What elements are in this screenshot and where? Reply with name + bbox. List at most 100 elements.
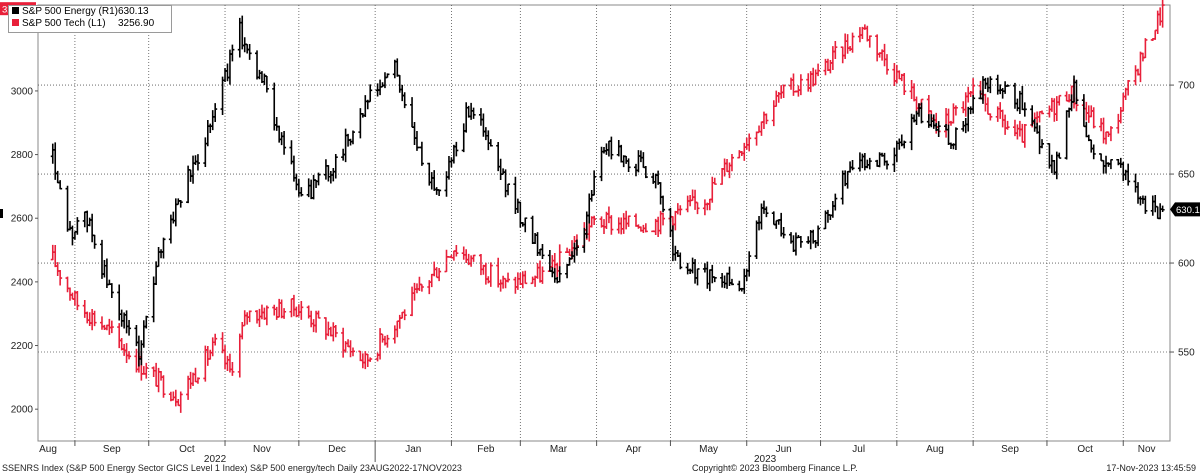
- ohlc-bar-tech: [264, 305, 269, 326]
- ohlc-bar-energy: [195, 154, 200, 171]
- x-tick-label: Nov: [253, 444, 271, 455]
- y-right-tick-label: 650: [1178, 170, 1195, 181]
- ohlc-bar-energy: [299, 187, 304, 197]
- x-tick-label: Oct: [1077, 444, 1093, 455]
- ohlc-bar-energy: [902, 140, 907, 149]
- ohlc-bar-energy: [316, 172, 321, 186]
- ohlc-bar-tech: [1057, 94, 1062, 106]
- ohlc-bar-tech: [178, 391, 183, 413]
- ohlc-bar-energy: [643, 165, 648, 179]
- x-tick-label: Aug: [926, 444, 944, 455]
- ohlc-bar-energy: [1040, 139, 1045, 149]
- ohlc-bar-tech: [643, 223, 648, 233]
- ohlc-bar-energy: [695, 268, 700, 286]
- ohlc-bar-energy: [109, 283, 114, 299]
- ohlc-bar-tech: [1005, 120, 1010, 130]
- ohlc-bar-tech: [1040, 110, 1045, 115]
- ohlc-bar-tech: [781, 84, 786, 99]
- footer-copyright: Copyright© 2023 Bloomberg Finance L.P.: [692, 463, 858, 473]
- ohlc-bar-tech: [695, 201, 700, 215]
- ohlc-bar-tech: [506, 272, 511, 283]
- ohlc-bar-energy: [144, 315, 149, 329]
- series-bars-energy: [50, 15, 1165, 367]
- ohlc-bar-energy: [368, 84, 373, 103]
- last-value-tag-right-text: 630.13: [1176, 205, 1200, 216]
- ohlc-bar-energy: [1126, 163, 1131, 186]
- ohlc-bar-energy: [75, 217, 80, 235]
- ohlc-bar-energy: [867, 157, 872, 170]
- ohlc-bar-energy: [988, 76, 993, 94]
- y-right-tick-label: 600: [1178, 259, 1195, 270]
- ohlc-bar-tech: [678, 205, 683, 216]
- ohlc-bar-tech: [58, 270, 63, 286]
- ohlc-bar-tech: [92, 310, 97, 327]
- x-tick-label: Jan: [405, 444, 421, 455]
- ohlc-bar-tech: [316, 310, 321, 319]
- x-tick-label: Dec: [328, 444, 346, 455]
- y-right-tick-label: 550: [1178, 348, 1195, 359]
- x-tick-label: Sep: [103, 444, 121, 455]
- ohlc-bar-energy: [247, 43, 252, 60]
- ohlc-bar-tech: [1126, 79, 1131, 96]
- ohlc-bar-tech: [402, 309, 407, 321]
- ohlc-bar-energy: [1091, 144, 1096, 160]
- y-left-tick-label: 2000: [11, 405, 34, 416]
- ohlc-bar-tech: [867, 35, 872, 48]
- x-tick-label: Jul: [852, 444, 865, 455]
- ohlc-bar-tech: [333, 324, 338, 338]
- ohlc-bar-tech: [213, 333, 218, 346]
- ohlc-bar-tech: [712, 177, 717, 185]
- ohlc-bar-tech: [385, 334, 390, 348]
- ohlc-bar-tech: [540, 266, 545, 284]
- ohlc-bar-energy: [506, 183, 511, 196]
- ohlc-bar-tech: [1091, 107, 1096, 129]
- ohlc-bar-energy: [557, 266, 562, 283]
- ohlc-bar-energy: [816, 225, 821, 247]
- ohlc-bar-tech: [454, 245, 459, 257]
- chart: Aug Sep Oct Nov Dec Jan Feb Mar Apr May Jun Jul Aug S…: [0, 0, 1200, 462]
- x-tick-label: Aug: [39, 444, 57, 455]
- ohlc-bar-energy: [798, 236, 803, 248]
- ohlc-bar-tech: [626, 215, 631, 227]
- ohlc-bar-energy: [1108, 158, 1113, 170]
- ohlc-bar-tech: [833, 40, 838, 59]
- ohlc-bar-tech: [971, 78, 976, 96]
- ohlc-bar-energy: [178, 200, 183, 208]
- ohlc-bar-energy: [402, 92, 407, 109]
- ohlc-bar-energy: [833, 193, 838, 211]
- ohlc-bar-tech: [144, 362, 149, 379]
- ohlc-bar-tech: [988, 113, 993, 121]
- ohlc-bar-tech: [230, 362, 235, 376]
- ohlc-bar-tech: [885, 54, 889, 75]
- ohlc-bar-tech: [1160, 0, 1165, 28]
- ohlc-bar-tech: [764, 113, 769, 125]
- last-value-tag-right: [1170, 202, 1200, 217]
- legend-item-tech: S&P 500 Tech (L1) 3256.90: [9, 18, 171, 30]
- ohlc-bar-energy: [747, 251, 752, 277]
- ohlc-bar-energy: [333, 154, 338, 179]
- ohlc-bar-tech: [195, 377, 200, 384]
- ohlc-bar-energy: [161, 237, 166, 259]
- ohlc-bar-tech: [299, 300, 304, 320]
- y-left-tick-label: 3000: [11, 86, 34, 97]
- ohlc-bar-energy: [781, 227, 786, 239]
- ohlc-bar-tech: [798, 74, 803, 96]
- ohlc-bar-tech: [75, 291, 80, 311]
- ohlc-bar-energy: [971, 95, 976, 114]
- ohlc-bar-energy: [385, 73, 390, 79]
- ohlc-bar-energy: [488, 139, 493, 147]
- ohlc-bar-energy: [919, 102, 924, 124]
- series-bars-tech: [50, 0, 1165, 413]
- year-label: 2023: [754, 454, 777, 462]
- y-left-tick-label: 2600: [11, 214, 34, 225]
- ohlc-bar-energy: [230, 44, 235, 62]
- ohlc-bar-energy: [540, 243, 545, 260]
- footer-description: SSENRS Index (S&P 500 Energy Sector GICS…: [2, 463, 462, 473]
- ohlc-bar-energy: [764, 206, 769, 218]
- ohlc-bar-tech: [368, 357, 373, 362]
- ohlc-bar-energy: [282, 131, 287, 155]
- ohlc-bar-energy: [1143, 195, 1148, 214]
- ohlc-bar-energy: [678, 252, 683, 270]
- ohlc-bar-tech: [850, 32, 855, 53]
- ohlc-bar-energy: [127, 319, 132, 336]
